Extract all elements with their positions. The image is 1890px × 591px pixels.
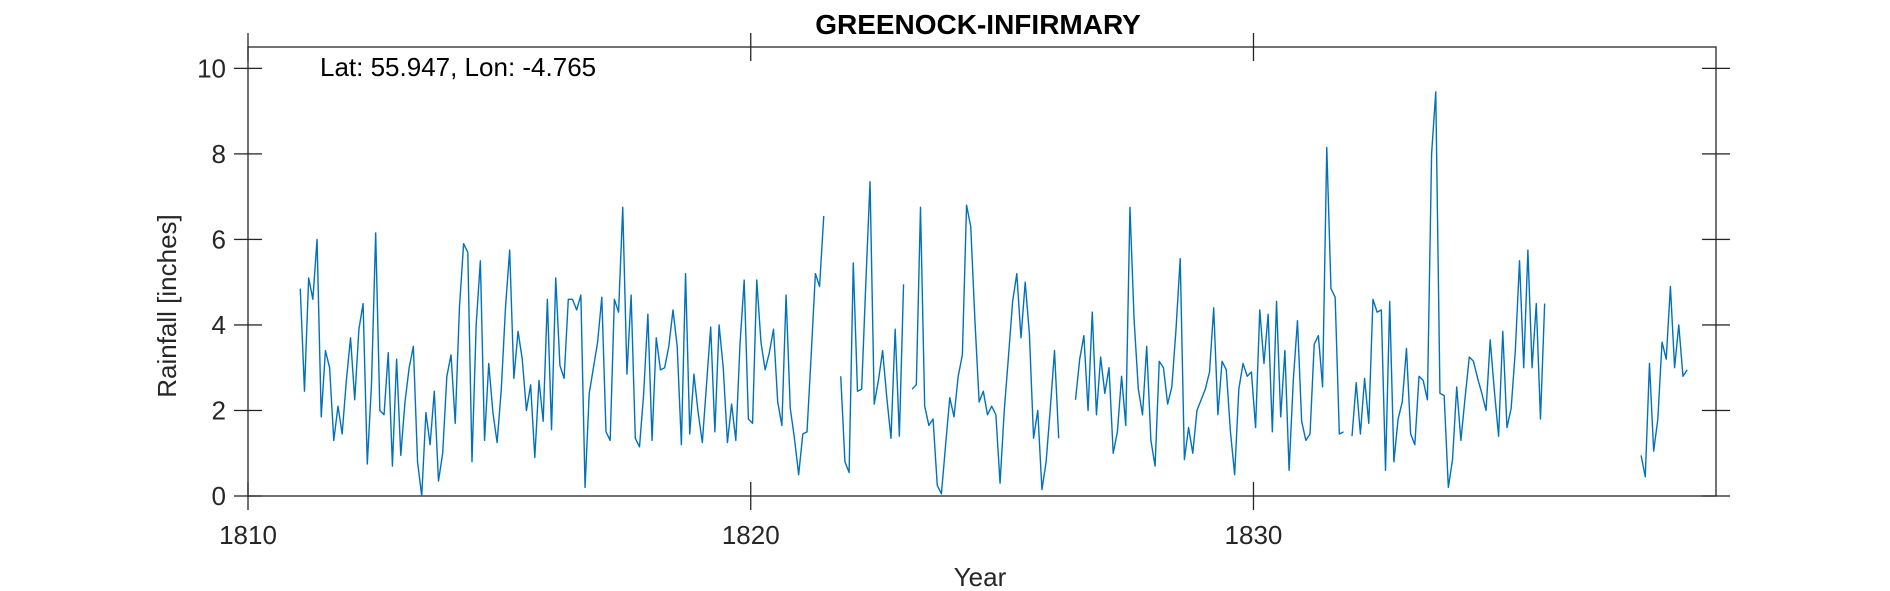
- y-tick-label: 6: [212, 224, 226, 254]
- y-tick-label: 4: [212, 310, 226, 340]
- x-tick-label: 1830: [1225, 520, 1283, 550]
- y-tick-label: 10: [197, 53, 226, 83]
- x-tick-label: 1810: [219, 520, 277, 550]
- rainfall-series: [299, 91, 1688, 497]
- location-annotation: Lat: 55.947, Lon: -4.765: [320, 52, 596, 82]
- x-tick-label: 1820: [722, 520, 780, 550]
- series-line-segment-5: [1351, 91, 1546, 489]
- series-line-segment-6: [1640, 285, 1688, 478]
- x-axis-label: Year: [954, 562, 1007, 591]
- series-line-segment-4: [1074, 146, 1344, 476]
- y-tick-label: 0: [212, 481, 226, 511]
- chart-title: GREENOCK-INFIRMARY: [815, 9, 1141, 40]
- series-line-segment-2: [840, 180, 905, 474]
- plot-area: [247, 46, 1717, 497]
- series-line-segment-3: [911, 204, 1060, 495]
- y-tick-label: 2: [212, 395, 226, 425]
- series-line-segment-1: [299, 206, 825, 497]
- y-tick-label: 8: [212, 139, 226, 169]
- y-axis-label: Rainfall [inches]: [152, 214, 182, 398]
- axis-ticks: 1810 1820 1830 0 2 4 6 8 10: [197, 33, 1730, 550]
